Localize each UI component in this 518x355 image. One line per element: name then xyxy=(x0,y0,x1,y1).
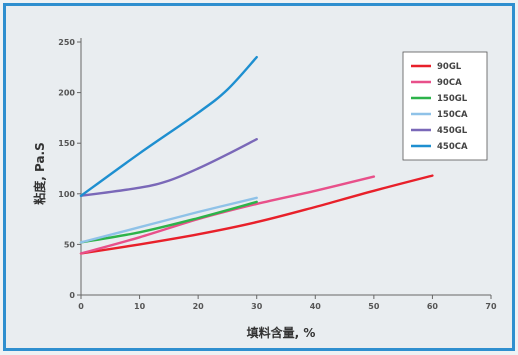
y-tick-label: 250 xyxy=(58,38,75,47)
series-line-150ca xyxy=(79,196,258,244)
series-line-150gl xyxy=(79,200,258,244)
x-tick-label: 10 xyxy=(134,302,146,311)
legend-label-150ca: 150CA xyxy=(437,110,468,120)
legend-label-450gl: 450GL xyxy=(437,126,468,136)
x-tick-label: 70 xyxy=(485,302,497,311)
series-line-450ca xyxy=(79,56,258,197)
legend-label-450ca: 450CA xyxy=(437,142,468,152)
x-tick-label: 20 xyxy=(193,302,205,311)
legend-label-150gl: 150GL xyxy=(437,94,468,104)
y-tick-label: 100 xyxy=(58,190,75,199)
x-tick-label: 50 xyxy=(368,302,380,311)
x-tick-label: 0 xyxy=(78,302,84,311)
series-line-450gl xyxy=(79,138,258,197)
line-chart: 0 10 20 30 40 50 60 70 0 50 100 150 200 250 90GL 90CA 1… xyxy=(32,38,497,340)
x-tick-label: 40 xyxy=(310,302,322,311)
chart-panel: 0 10 20 30 40 50 60 70 0 50 100 150 200 250 90GL 90CA 1… xyxy=(3,3,515,351)
y-axis-title: 粘度, Pa.S xyxy=(32,142,47,205)
legend-label-90ca: 90CA xyxy=(437,78,462,88)
y-tick-label: 50 xyxy=(64,240,76,249)
legend-label-90gl: 90GL xyxy=(437,62,462,72)
series-line-90gl xyxy=(79,174,434,255)
x-tick-label: 60 xyxy=(427,302,439,311)
series-line-90ca xyxy=(79,175,376,255)
legend-box xyxy=(402,51,488,161)
x-axis-title: 填料含量, % xyxy=(247,325,316,340)
y-tick-label: 200 xyxy=(58,89,75,98)
y-tick-label: 150 xyxy=(58,139,75,148)
y-tick-label: 0 xyxy=(69,291,75,300)
x-tick-label: 30 xyxy=(251,302,263,311)
